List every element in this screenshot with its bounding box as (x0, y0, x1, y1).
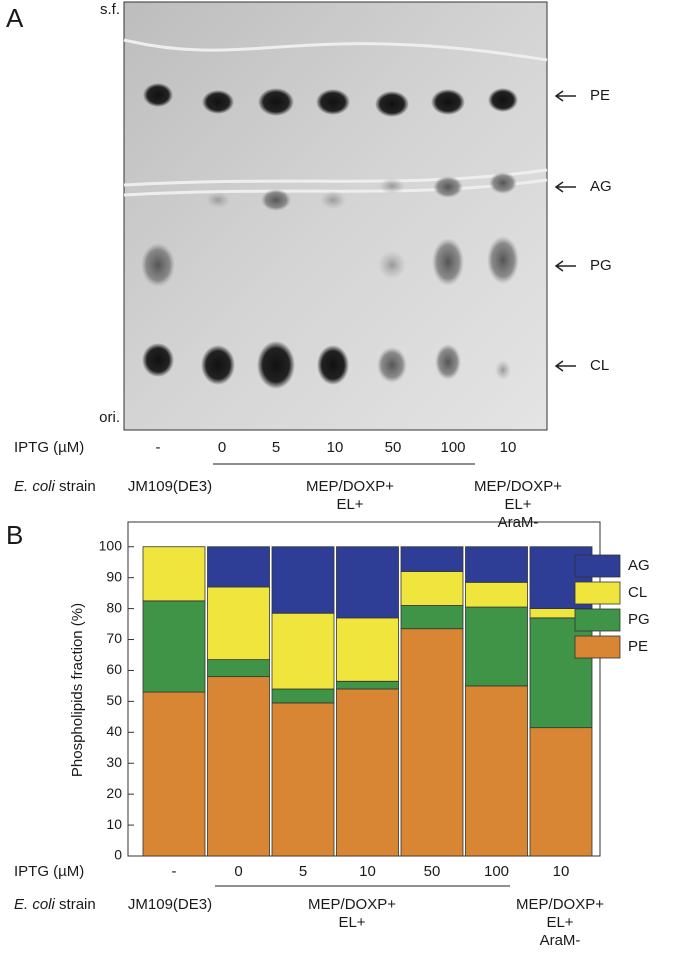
band-arrow (554, 360, 576, 372)
origin-label: ori. (99, 409, 120, 426)
legend-label: PE (628, 638, 648, 655)
strain-italic: E. coli (14, 896, 56, 913)
strain-text: strain (59, 478, 96, 495)
panel-label: B (6, 520, 23, 550)
tlc-panel: A s.f. ori. IPTG (µM) (6, 1, 548, 465)
strain-name: MEP/DOXP+ (516, 896, 604, 913)
bar-segment (142, 600, 206, 693)
legend-label: CL (628, 584, 647, 601)
y-tick-label: 90 (106, 568, 122, 584)
bar-segment (465, 685, 528, 857)
bar-segment (465, 606, 528, 687)
band-label: AG (590, 178, 612, 195)
band-label: CL (590, 357, 609, 374)
strain-name: EL+ (338, 914, 365, 931)
y-tick-label: 0 (114, 847, 122, 863)
x-tick-label: 50 (424, 863, 441, 880)
bar-segment (400, 571, 464, 606)
y-tick-label: 40 (106, 723, 122, 739)
bar-segment (465, 581, 528, 608)
y-axis-label: Phospholipids fraction (%) (69, 603, 86, 777)
strain-name: EL+ (336, 496, 363, 513)
spots (141, 83, 519, 389)
y-tick-label: 70 (106, 630, 122, 646)
bar-segment (207, 546, 270, 588)
iptg-label: IPTG (µM) (14, 439, 84, 456)
legend-swatch (574, 635, 621, 659)
bar-segment (142, 691, 206, 857)
x-tick-label: 10 (553, 863, 570, 880)
y-tick-label: 10 (106, 816, 122, 832)
bar-segment (271, 688, 335, 704)
legend-label: PG (628, 611, 650, 628)
strain-name: MEP/DOXP+ (474, 478, 562, 495)
band-arrow (554, 90, 576, 102)
bar-segment (142, 546, 206, 602)
strain-name: AraM- (498, 514, 539, 531)
bar-segment (336, 617, 399, 682)
bar-segment (336, 688, 399, 857)
band-arrow (554, 181, 576, 193)
x-tick-label: 100 (484, 863, 509, 880)
bar-segment (271, 546, 335, 614)
bar-segment (529, 727, 593, 857)
bar-segment (207, 586, 270, 661)
y-tick-label: 50 (106, 692, 122, 708)
y-tick-label: 80 (106, 599, 122, 615)
bar-segment (271, 702, 335, 857)
y-tick-label: 20 (106, 785, 122, 801)
band-arrow (554, 260, 576, 272)
iptg-value: 0 (218, 439, 226, 456)
strain-label: E. coli strain (14, 478, 96, 495)
legend-label: AG (628, 557, 650, 574)
front-label: s.f. (100, 1, 120, 18)
x-tick-label: 0 (234, 863, 242, 880)
strain-label: E. coli strain (14, 896, 96, 913)
band-label: PG (590, 257, 612, 274)
strain-name: EL+ (546, 914, 573, 931)
y-tick-label: 100 (99, 537, 123, 553)
x-tick-label: - (172, 863, 177, 880)
iptg-value: 50 (385, 439, 402, 456)
strain-name: MEP/DOXP+ (306, 478, 394, 495)
iptg-value: 100 (440, 439, 465, 456)
bar-segment (336, 680, 399, 690)
strain-name: AraM- (540, 932, 581, 949)
legend-swatch (574, 608, 621, 632)
legend-swatch (574, 554, 621, 578)
strain-name: EL+ (504, 496, 531, 513)
strain-text: strain (59, 896, 96, 913)
bar-segment (529, 617, 593, 729)
iptg-value: 5 (272, 439, 280, 456)
bar-segment (400, 605, 464, 630)
iptg-value: 10 (327, 439, 344, 456)
bar-segment (400, 546, 464, 572)
strain-name: MEP/DOXP+ (308, 896, 396, 913)
bar-segment (400, 628, 464, 857)
y-tick-label: 30 (106, 754, 122, 770)
band-label: PE (590, 87, 610, 104)
iptg-value: 10 (500, 439, 517, 456)
bar-segment (207, 659, 270, 678)
strain-italic: E. coli (14, 478, 56, 495)
bar-segment (271, 612, 335, 690)
bar-panel: B Phospholipids fraction (%) IPTG (µM) (6, 520, 601, 887)
strain-name: JM109(DE3) (128, 896, 212, 913)
iptg-value: - (156, 439, 161, 456)
bar-segment (336, 546, 399, 619)
bar-segment (465, 546, 528, 583)
panel-label: A (6, 3, 24, 33)
x-tick-label: 5 (299, 863, 307, 880)
legend-swatch (574, 581, 621, 605)
y-tick-label: 60 (106, 661, 122, 677)
strain-name: JM109(DE3) (128, 478, 212, 495)
bar-segment (207, 676, 270, 857)
x-tick-label: 10 (359, 863, 376, 880)
iptg-label: IPTG (µM) (14, 863, 84, 880)
